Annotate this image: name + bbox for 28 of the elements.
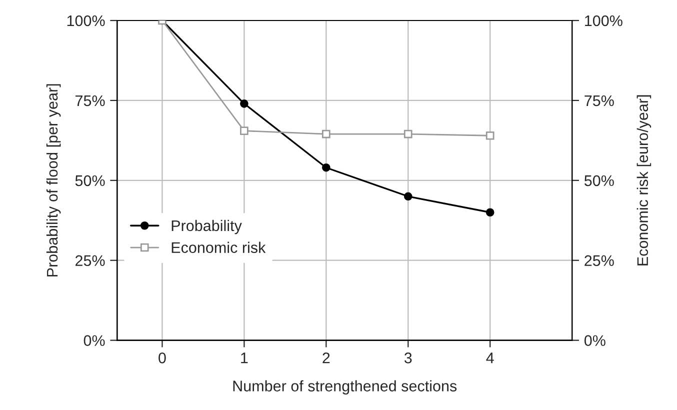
point [404, 192, 412, 201]
y-tick-label: 100% [67, 15, 105, 26]
y2-tick-label: 50% [584, 175, 614, 186]
legend-label: Economic risk [172, 242, 266, 254]
y-tick-label: 50% [75, 175, 105, 186]
x-tick-label: 4 [486, 352, 494, 364]
point [322, 163, 330, 172]
point [322, 130, 330, 138]
y-tick-label: 25% [76, 255, 105, 266]
x-axis-title: Number of strengthened sections [233, 380, 457, 394]
x-tick-label: 2 [322, 352, 330, 364]
y2-tick-label: 75% [584, 95, 614, 106]
point [404, 130, 412, 138]
x-tick-label: 0 [158, 352, 166, 364]
point [240, 99, 248, 108]
y-axis-title: Probability of flood [per year] [46, 84, 61, 276]
y-tick-label: 0% [84, 335, 105, 346]
x-tick-label: 1 [241, 352, 248, 364]
y2-tick-label: 100% [585, 15, 622, 26]
x-tick-label: 3 [404, 352, 412, 364]
point [486, 208, 494, 217]
point [240, 126, 248, 135]
y2-tick-label: 25% [584, 255, 614, 266]
y2-tick-label: 0% [584, 335, 606, 346]
legend-label: Probability [172, 220, 242, 234]
y-tick-label: 75% [76, 95, 105, 106]
point [486, 131, 494, 140]
y2-axis-title: Economic risk [euro/year] [636, 95, 652, 266]
